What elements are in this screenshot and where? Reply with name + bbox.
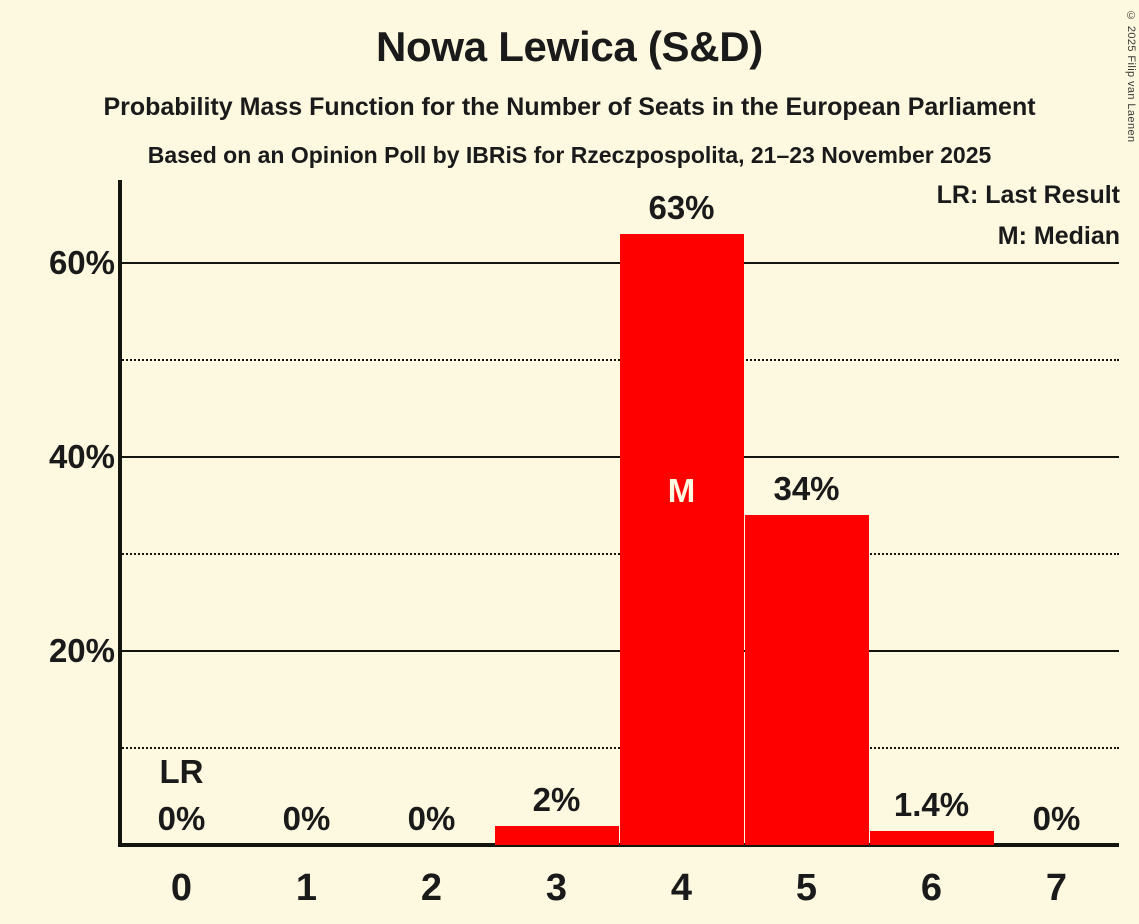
gridline-major-40 (119, 456, 1119, 458)
chart-legend: LR: Last Result M: Median (937, 183, 1120, 265)
median-marker: M (667, 472, 696, 510)
chart-header: Nowa Lewica (S&D) Probability Mass Funct… (0, 0, 1139, 167)
bar-seat-4[interactable] (620, 233, 744, 845)
gridline-minor-50 (119, 359, 1119, 361)
legend-item-median: M: Median (997, 222, 1120, 250)
y-tick-label-20: 20% (48, 632, 115, 669)
gridline-major-20 (119, 650, 1119, 652)
page-title: Nowa Lewica (S&D) (376, 23, 763, 70)
x-tick-label-4: 4 (670, 867, 693, 909)
x-tick-label-0: 0 (170, 867, 193, 909)
y-tick-label-60: 60% (48, 244, 115, 281)
value-label-seat-7: 0% (1032, 800, 1081, 837)
legend-item-last-result: LR: Last Result (936, 181, 1120, 209)
value-label-seat-4: 63% (648, 188, 715, 226)
x-tick-label-3: 3 (545, 867, 568, 909)
bar-seat-3[interactable] (495, 825, 619, 845)
value-label-seat-6: 1.4% (893, 786, 970, 824)
chart-source-note: Based on an Opinion Poll by IBRiS for Rz… (147, 142, 992, 168)
x-tick-label-1: 1 (295, 867, 318, 909)
value-label-seat-3: 2% (532, 780, 581, 818)
y-axis-line (118, 180, 122, 847)
gridline-major-60 (119, 262, 1119, 264)
gridline-minor-10 (119, 747, 1119, 749)
x-tick-label-5: 5 (795, 867, 818, 909)
y-tick-label-40: 40% (48, 438, 115, 475)
chart-subtitle: Probability Mass Function for the Number… (103, 93, 1036, 121)
last-result-marker: LR (159, 753, 204, 790)
value-label-seat-2: 0% (407, 800, 456, 837)
x-tick-label-6: 6 (920, 867, 943, 909)
gridline-minor-30 (119, 553, 1119, 555)
value-label-seat-0: 0% (157, 800, 206, 837)
value-label-seat-1: 0% (282, 800, 331, 837)
x-tick-label-7: 7 (1045, 867, 1068, 909)
bar-seat-5[interactable] (745, 515, 869, 845)
x-axis-line (118, 843, 1119, 847)
x-tick-label-2: 2 (420, 867, 443, 909)
copyright-notice: © 2025 Filip van Laenen (1125, 10, 1137, 143)
bar-seat-6[interactable] (870, 831, 994, 845)
value-label-seat-5: 34% (773, 470, 840, 508)
